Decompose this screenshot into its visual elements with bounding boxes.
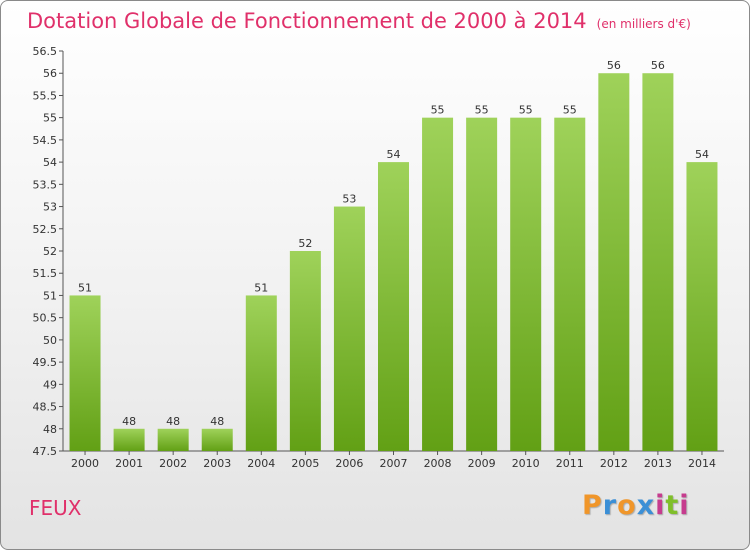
x-tick-label: 2009 — [468, 457, 496, 470]
bar-2006 — [333, 206, 365, 451]
y-tick-label: 56 — [43, 67, 57, 80]
chart-title-text: Dotation Globale de Fonctionnement de 20… — [27, 9, 587, 33]
commune-name: FEUX — [29, 496, 82, 520]
bar-2005 — [289, 251, 321, 451]
chart-title: Dotation Globale de Fonctionnement de 20… — [27, 9, 691, 33]
bar-2010 — [510, 117, 542, 452]
bar-value-label: 52 — [298, 237, 312, 250]
bar-value-label: 53 — [342, 193, 356, 206]
bar-2013 — [642, 73, 674, 451]
logo-letter: i — [655, 490, 666, 521]
x-tick-label: 2005 — [291, 457, 319, 470]
chart-axes: 47.5 48 48.5 49 49.5 50 50.5 51 51.5 52 52.5 53 53.5… — [33, 45, 724, 470]
x-tick-label: 2012 — [600, 457, 628, 470]
bar-value-label: 55 — [519, 104, 533, 117]
y-tick-label: 55.5 — [33, 89, 58, 102]
bar-2008 — [422, 117, 454, 452]
bar-value-label: 48 — [122, 415, 136, 428]
y-tick-label: 52 — [43, 245, 57, 258]
x-tick-label: 2013 — [644, 457, 672, 470]
bar-value-label: 56 — [651, 59, 665, 72]
bar-2011 — [554, 117, 586, 452]
bar-value-label: 54 — [387, 148, 401, 161]
y-tick-label: 47.5 — [33, 445, 58, 458]
x-tick-label: 2010 — [512, 457, 540, 470]
logo-letter: x — [636, 490, 656, 521]
y-tick-label: 53.5 — [33, 178, 58, 191]
bar-value-label: 54 — [695, 148, 709, 161]
x-tick-label: 2014 — [688, 457, 716, 470]
bar-value-label: 55 — [431, 104, 445, 117]
bar-value-label: 51 — [254, 281, 268, 294]
bar-value-label: 55 — [475, 104, 489, 117]
x-tick-label: 2006 — [335, 457, 363, 470]
y-tick-label: 48.5 — [33, 401, 58, 414]
y-tick-label: 50.5 — [33, 312, 58, 325]
bar-2002 — [157, 428, 189, 451]
x-tick-label: 2003 — [203, 457, 231, 470]
y-tick-label: 53 — [43, 201, 57, 214]
y-tick-label: 48 — [43, 423, 57, 436]
y-tick-label: 51.5 — [33, 267, 58, 280]
bar-2014 — [686, 162, 718, 451]
x-tick-label: 2007 — [380, 457, 408, 470]
bar-2000 — [69, 295, 101, 451]
x-tick-label: 2002 — [159, 457, 187, 470]
y-tick-label: 49 — [43, 378, 57, 391]
bar-2009 — [466, 117, 498, 452]
chart-bars: 51 48 48 48 51 52 53 54 55 55 55 55 56 56 54 — [69, 59, 718, 452]
y-tick-label: 50 — [43, 334, 57, 347]
y-tick-label: 52.5 — [33, 223, 58, 236]
y-tick-label: 55 — [43, 112, 57, 125]
x-tick-label: 2004 — [247, 457, 275, 470]
logo-letter: r — [602, 490, 618, 521]
logo-letter: i — [679, 490, 690, 521]
bar-value-label: 56 — [607, 59, 621, 72]
bar-value-label: 51 — [78, 281, 92, 294]
logo-letter: t — [665, 490, 680, 521]
y-tick-label: 54.5 — [33, 134, 58, 147]
bar-value-label: 48 — [166, 415, 180, 428]
logo-letter: P — [582, 490, 603, 521]
bar-2004 — [245, 295, 277, 451]
y-tick-label: 56.5 — [33, 45, 58, 58]
bar-2012 — [598, 73, 630, 451]
x-tick-label: 2011 — [556, 457, 584, 470]
bar-value-label: 48 — [210, 415, 224, 428]
y-tick-label: 51 — [43, 289, 57, 302]
logo-letter: o — [617, 490, 637, 521]
y-tick-label: 54 — [43, 156, 57, 169]
bar-2001 — [113, 428, 145, 451]
x-tick-label: 2008 — [424, 457, 452, 470]
x-tick-label: 2000 — [71, 457, 99, 470]
proxiti-logo[interactable]: Proxiti — [582, 490, 690, 521]
bar-2003 — [201, 428, 233, 451]
chart-subtitle: (en milliers d'€) — [596, 17, 691, 31]
x-tick-label: 2001 — [115, 457, 143, 470]
bar-value-label: 55 — [563, 104, 577, 117]
y-tick-label: 49.5 — [33, 356, 58, 369]
bar-2007 — [378, 162, 409, 451]
